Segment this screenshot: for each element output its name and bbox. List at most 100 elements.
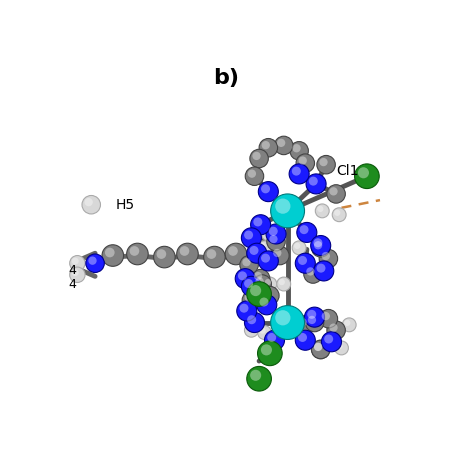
Circle shape <box>258 251 278 271</box>
Circle shape <box>82 195 100 214</box>
Circle shape <box>259 138 278 157</box>
Circle shape <box>355 164 379 189</box>
Circle shape <box>295 253 315 273</box>
Circle shape <box>271 194 304 228</box>
Circle shape <box>257 241 272 255</box>
Circle shape <box>298 333 307 342</box>
Circle shape <box>294 328 301 334</box>
Circle shape <box>263 289 272 297</box>
Circle shape <box>273 249 282 257</box>
Text: H5: H5 <box>116 198 135 212</box>
Circle shape <box>335 341 348 355</box>
Circle shape <box>241 228 261 248</box>
Circle shape <box>245 167 264 185</box>
Circle shape <box>295 330 315 350</box>
Circle shape <box>254 272 262 280</box>
Circle shape <box>321 332 341 352</box>
Circle shape <box>262 141 270 149</box>
Circle shape <box>271 306 304 339</box>
Circle shape <box>246 325 253 331</box>
Circle shape <box>248 256 254 262</box>
Circle shape <box>317 206 323 212</box>
Circle shape <box>324 335 333 344</box>
Circle shape <box>247 243 267 263</box>
Circle shape <box>251 215 271 235</box>
Circle shape <box>235 269 255 289</box>
Circle shape <box>327 185 346 203</box>
Circle shape <box>84 198 93 206</box>
Circle shape <box>322 312 330 320</box>
Circle shape <box>244 230 253 239</box>
Circle shape <box>257 326 272 339</box>
Circle shape <box>156 249 166 259</box>
Circle shape <box>296 154 315 173</box>
Circle shape <box>253 218 262 227</box>
Circle shape <box>313 238 322 247</box>
Circle shape <box>306 174 326 194</box>
Circle shape <box>311 238 330 257</box>
Circle shape <box>275 199 291 214</box>
Circle shape <box>180 246 189 256</box>
Circle shape <box>274 136 293 155</box>
Circle shape <box>299 156 307 164</box>
Circle shape <box>296 316 315 334</box>
Circle shape <box>249 246 258 255</box>
Circle shape <box>269 235 278 243</box>
Circle shape <box>317 264 326 273</box>
Circle shape <box>317 155 335 174</box>
Circle shape <box>292 326 306 339</box>
Circle shape <box>154 246 175 268</box>
Circle shape <box>309 177 318 186</box>
Text: 4: 4 <box>68 264 76 277</box>
Circle shape <box>255 277 264 286</box>
Circle shape <box>292 144 301 152</box>
Circle shape <box>292 167 301 176</box>
Circle shape <box>242 258 251 266</box>
Circle shape <box>251 269 270 288</box>
Circle shape <box>259 328 265 334</box>
Circle shape <box>70 255 85 271</box>
Circle shape <box>271 246 289 265</box>
Circle shape <box>247 366 272 391</box>
Circle shape <box>225 243 247 265</box>
Circle shape <box>263 277 277 291</box>
Circle shape <box>241 276 261 296</box>
Circle shape <box>319 249 337 268</box>
Circle shape <box>308 316 316 324</box>
Circle shape <box>277 277 291 291</box>
Circle shape <box>252 152 261 160</box>
Circle shape <box>314 343 322 351</box>
Circle shape <box>294 243 301 249</box>
Circle shape <box>204 246 225 268</box>
Circle shape <box>307 310 316 319</box>
Circle shape <box>311 340 330 359</box>
Circle shape <box>207 249 216 259</box>
Circle shape <box>257 341 282 365</box>
Circle shape <box>265 279 271 285</box>
Circle shape <box>246 254 260 268</box>
Circle shape <box>239 304 248 313</box>
Circle shape <box>297 222 317 242</box>
Circle shape <box>70 267 85 283</box>
Circle shape <box>248 170 256 178</box>
Circle shape <box>329 187 337 195</box>
Circle shape <box>319 310 337 328</box>
Circle shape <box>247 315 256 324</box>
Circle shape <box>257 295 277 315</box>
Circle shape <box>88 256 97 265</box>
Circle shape <box>129 246 139 256</box>
Circle shape <box>332 208 346 222</box>
Circle shape <box>228 246 238 256</box>
Circle shape <box>261 227 275 241</box>
Circle shape <box>258 182 278 201</box>
Circle shape <box>319 158 328 166</box>
Circle shape <box>322 252 330 260</box>
Circle shape <box>245 312 264 333</box>
Circle shape <box>292 241 306 255</box>
Circle shape <box>127 243 148 265</box>
Circle shape <box>247 282 272 306</box>
Circle shape <box>86 254 104 273</box>
Circle shape <box>344 320 350 326</box>
Circle shape <box>289 164 309 184</box>
Circle shape <box>304 265 322 283</box>
